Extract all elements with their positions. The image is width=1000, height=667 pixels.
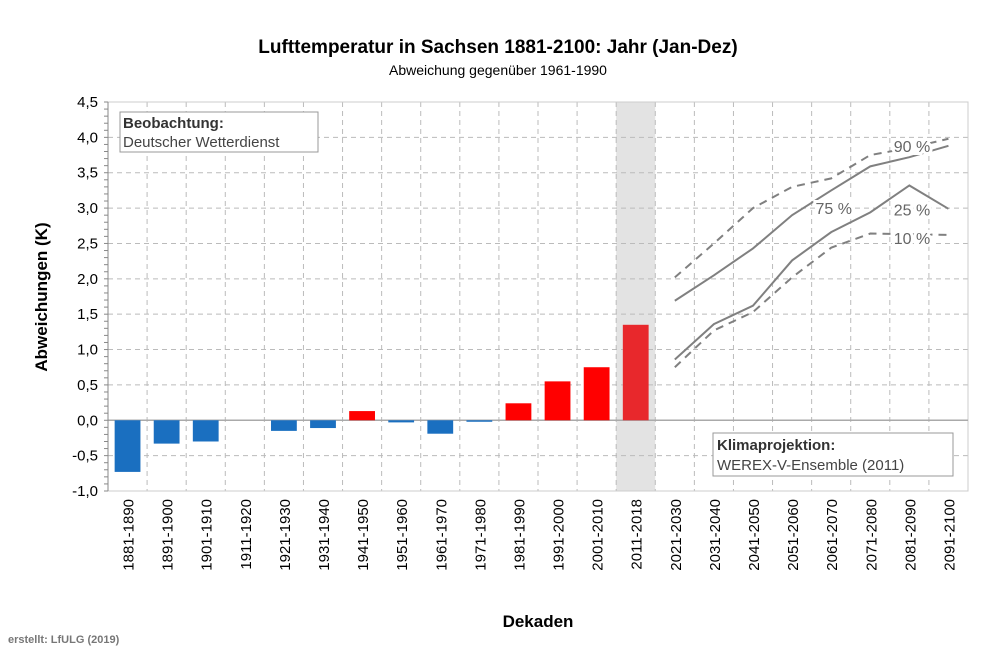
x-tick-label: 1931-1940 (316, 499, 333, 571)
x-tick-label: 1981-1990 (511, 499, 528, 571)
line-90-percentile (674, 137, 949, 279)
y-tick-label: 1,5 (77, 306, 98, 323)
y-tick-label: 3,0 (77, 200, 98, 217)
y-tick-label: -1,0 (72, 483, 98, 500)
bar-1931-1940 (310, 420, 336, 429)
bar-1901-1910 (192, 420, 219, 442)
bar-1891-1900 (153, 420, 180, 444)
observation-title: Beobachtung: (123, 115, 224, 132)
x-tick-label: 1901-1910 (199, 499, 216, 571)
y-tick-label: 4,0 (77, 129, 98, 146)
projection-title: Klimaprojektion: (717, 437, 835, 454)
series-label: 10 % (894, 231, 930, 248)
x-tick-label: 2021-2030 (668, 499, 685, 571)
y-tick-label: 2,0 (77, 271, 98, 288)
projection-lines: 90 % 75 % 25 % 10 % (674, 136, 949, 368)
bar-1981-1990 (505, 403, 532, 421)
bar-1961-1970 (427, 420, 454, 434)
projection-box: Klimaprojektion: WEREX-V-Ensemble (2011) (712, 432, 954, 477)
y-tick-label: 3,5 (77, 165, 98, 182)
x-tick-label: 1921-1930 (277, 499, 294, 571)
chart-subtitle: Abweichung gegenüber 1961-1990 (389, 62, 607, 78)
x-tick-label: 2041-2050 (746, 499, 763, 571)
projection-source: WEREX-V-Ensemble (2011) (717, 457, 904, 474)
x-tick-label: 2091-2100 (941, 499, 958, 571)
bar-1971-1980 (466, 420, 493, 422)
x-tick-label: 1881-1890 (121, 499, 138, 571)
bar-1921-1930 (271, 420, 297, 431)
x-tick-label: 1971-1980 (472, 499, 489, 571)
series-label: 90 % (894, 139, 930, 156)
x-tick-label: 1951-1960 (394, 499, 411, 571)
y-tick-label: 4,5 (77, 94, 98, 111)
line-10-percentile (674, 232, 949, 368)
x-tick-label: 2071-2080 (863, 499, 880, 571)
x-tick-label: 1891-1900 (160, 499, 177, 571)
y-tick-label: 2,5 (77, 235, 98, 252)
x-tick-label: 2001-2010 (590, 499, 607, 571)
line-25-percentile (674, 184, 949, 361)
bar-2011-2018 (622, 324, 649, 421)
x-tick-label: 1961-1970 (433, 499, 450, 571)
y-tick-label: -0,5 (72, 448, 98, 465)
grid (104, 101, 969, 492)
chart-title: Lufttemperatur in Sachsen 1881-2100: Jah… (258, 37, 737, 58)
x-tick-label: 2031-2040 (707, 499, 724, 571)
footer-credit: erstellt: LfULG (2019) (8, 634, 120, 646)
bar-1991-2000 (544, 381, 571, 421)
bar-1941-1950 (349, 411, 375, 421)
series-label: 25 % (894, 203, 930, 220)
x-tick-label: 2051-2060 (785, 499, 802, 571)
y-axis-label: Abweichungen (K) (32, 222, 51, 371)
y-tick-label: 0,5 (77, 377, 98, 394)
x-tick-label: 2011-2018 (629, 499, 646, 570)
series-label: 75 % (816, 201, 852, 218)
line-75-percentile (674, 144, 949, 302)
highlight-column (616, 102, 656, 491)
x-tick-label: 2081-2090 (902, 499, 919, 571)
y-ticks: -1,0 -0,5 0,0 0,5 1,0 1,5 2,0 2,5 3,0 3,5 4,0 4,5 (72, 94, 98, 500)
x-tick-label: 1911-1920 (238, 499, 255, 570)
x-ticks: 1881-1890 1891-1900 1901-1910 1911-1920 1921… (121, 499, 959, 571)
x-tick-label: 1941-1950 (355, 499, 372, 571)
bar-1881-1890 (114, 420, 141, 472)
observation-box: Beobachtung: Deutscher Wetterdienst (119, 111, 319, 153)
bars (114, 324, 649, 472)
y-tick-label: 0,0 (77, 412, 98, 429)
x-tick-label: 2061-2070 (824, 499, 841, 571)
y-tick-label: 1,0 (77, 342, 98, 359)
observation-source: Deutscher Wetterdienst (123, 134, 280, 151)
x-tick-label: 1991-2000 (551, 499, 568, 571)
bar-1951-1960 (388, 420, 415, 423)
x-axis-label: Dekaden (503, 612, 574, 631)
bar-2001-2010 (583, 367, 610, 421)
